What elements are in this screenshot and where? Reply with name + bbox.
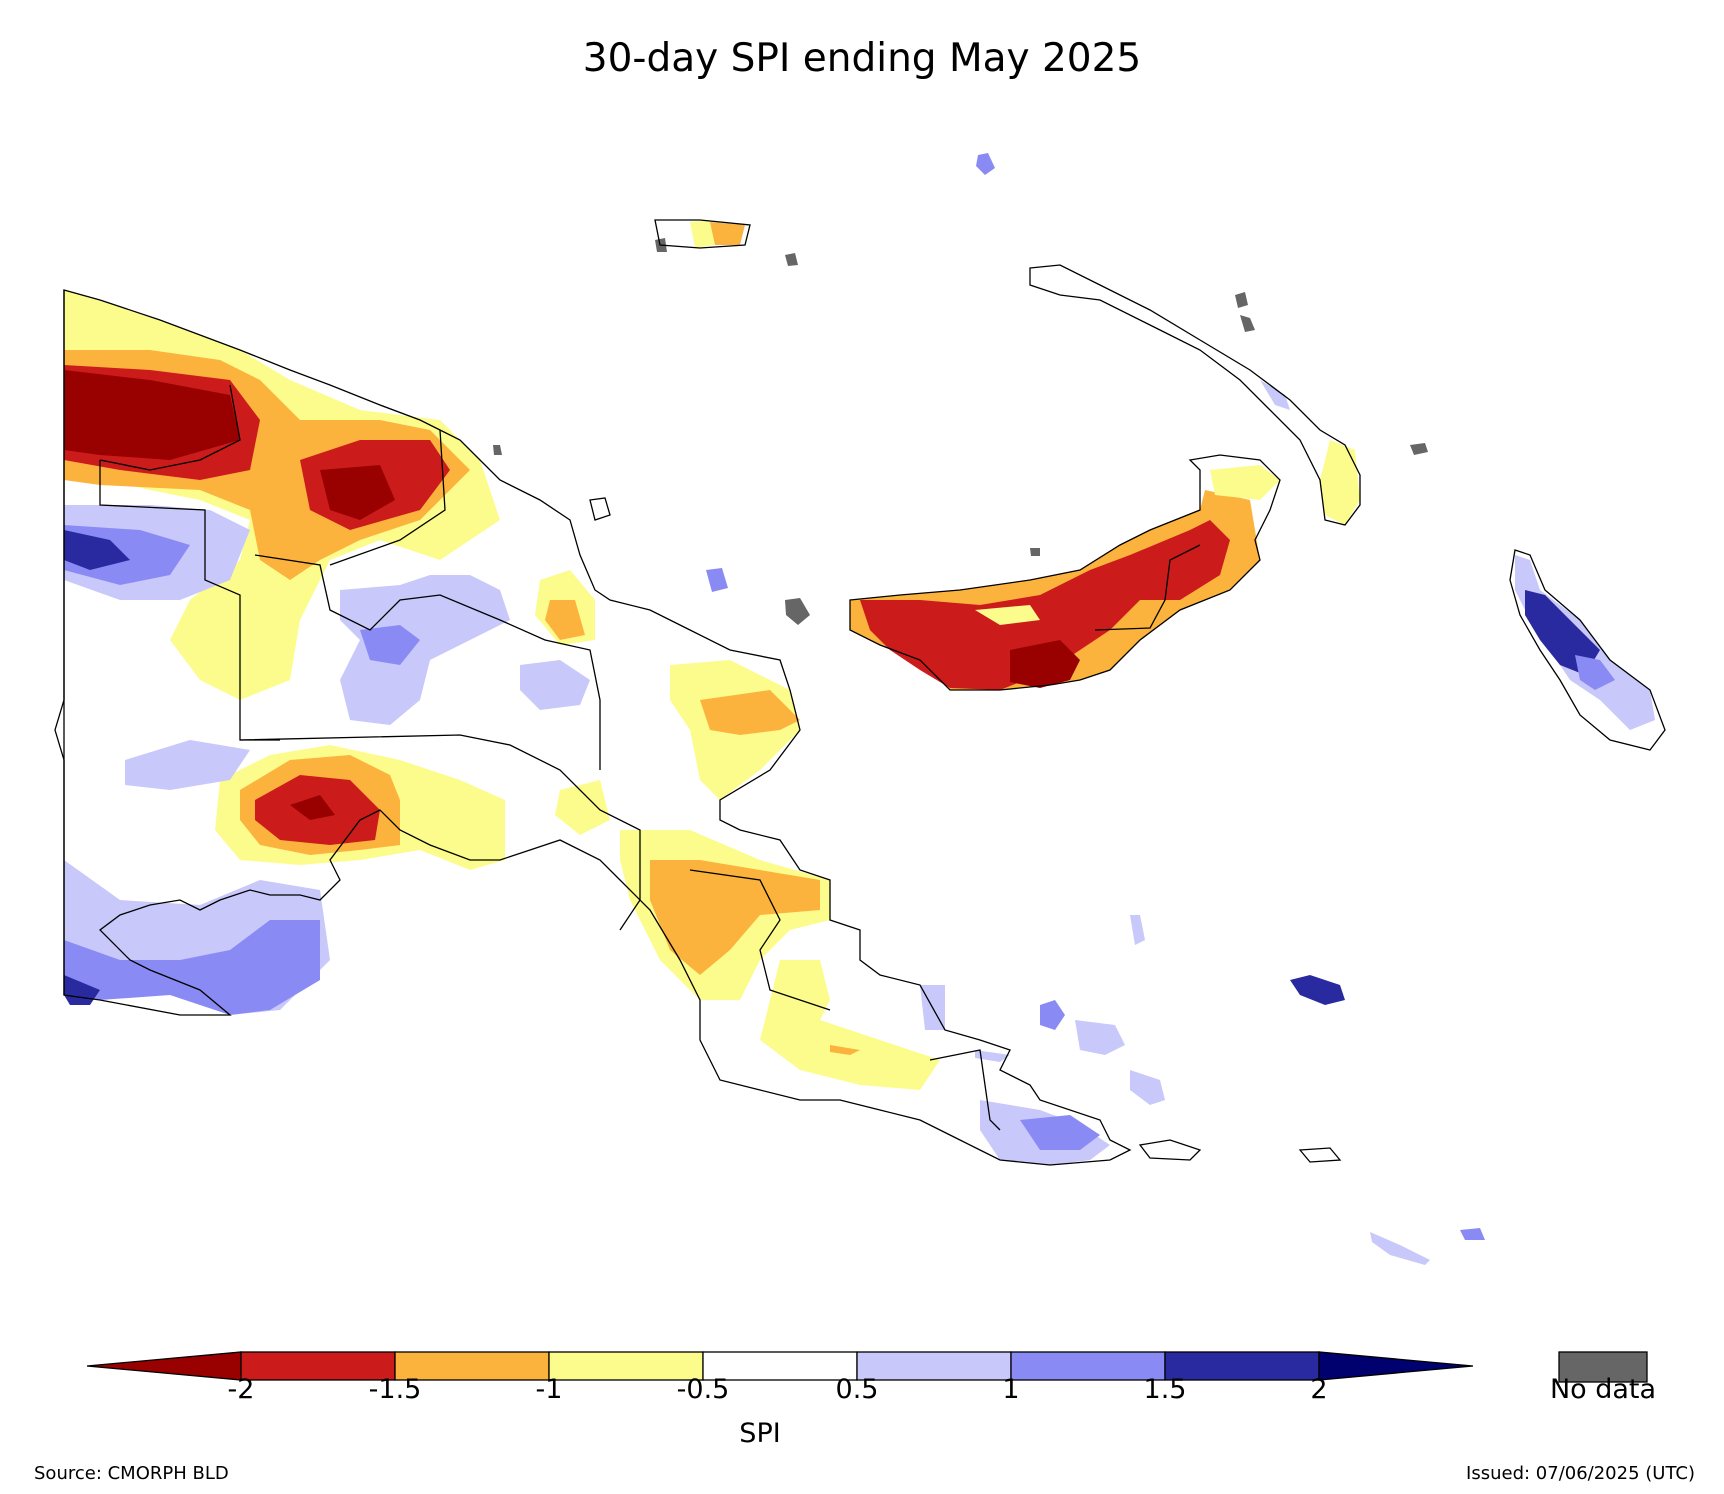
spi-area-yellow-new-britain-2 <box>975 605 1040 625</box>
nodata-islet-1 <box>1235 292 1248 308</box>
nodata-islet-7 <box>785 253 798 266</box>
colorbar-bin-6 <box>1010 1351 1166 1381</box>
colorbar-extend-high <box>1318 1351 1474 1381</box>
nodata-label: No data <box>1549 1374 1657 1405</box>
spi-area-darkred-north-west-2 <box>320 465 395 520</box>
issued-note: Issued: 07/06/2025 (UTC) <box>1466 1463 1695 1484</box>
province-border-2 <box>239 734 641 931</box>
nodata-swatch <box>1558 1351 1648 1383</box>
nodata-islet-5 <box>785 598 810 625</box>
spi-area-lightblue-highlands-2 <box>520 660 590 710</box>
spi-area-orange-south-east <box>830 1045 860 1055</box>
spi-area-blue-highlands <box>360 625 420 665</box>
province-border-6 <box>689 869 831 1011</box>
spi-area-darkblue-islet <box>1290 975 1345 1005</box>
islet-outline-2 <box>1138 1139 1202 1161</box>
colorbar-extend-low <box>86 1351 242 1381</box>
colorbar <box>86 1351 1648 1383</box>
spi-area-lightblue-east-coast-2 <box>975 1050 1010 1062</box>
spi-area-darkred-new-britain <box>1010 640 1080 688</box>
spi-area-lightblue-islands-milne-2 <box>1130 1070 1165 1105</box>
spi-shading-layer <box>64 153 1655 1265</box>
colorbar-axis-label: SPI <box>739 1418 781 1449</box>
spi-area-blue-south-coast <box>64 920 320 1015</box>
coastlines-and-borders <box>54 219 1666 1166</box>
colorbar-tick-label: 1 <box>1002 1374 1020 1405</box>
colorbar-tick-label: 0.5 <box>835 1374 879 1405</box>
province-border-3 <box>254 554 601 770</box>
manus-coastline <box>654 219 751 249</box>
new-ireland-coastline <box>1029 264 1361 526</box>
islet-outline-3 <box>1298 1147 1342 1163</box>
spi-area-yellow-new-ireland <box>1320 440 1360 525</box>
colorbar-tick-label: 1.5 <box>1143 1374 1187 1405</box>
spi-area-lightblue-islet-east <box>1130 915 1145 945</box>
spi-area-blue-islet-1 <box>976 153 995 175</box>
spi-area-red-new-britain <box>860 520 1230 690</box>
spi-area-blue-south-east <box>1020 1115 1100 1150</box>
spi-area-darkblue-west <box>64 530 130 570</box>
spi-area-lightblue-highlands <box>340 575 510 725</box>
spi-area-blue-islands-milne <box>1040 1000 1065 1030</box>
spi-area-yellow-south-central <box>555 780 610 835</box>
province-border-4 <box>99 384 241 471</box>
spi-area-lightblue-new-ireland <box>1260 380 1290 410</box>
colorbar-tick-label: -1.5 <box>368 1374 422 1405</box>
spi-area-yellow-manus <box>690 220 715 248</box>
spi-area-lightblue-south-west <box>125 740 250 790</box>
international-border <box>54 290 65 995</box>
spi-area-orange-central <box>650 860 820 975</box>
spi-area-orange-morobe <box>700 690 800 735</box>
colorbar-bin-5 <box>856 1351 1012 1381</box>
colorbar-tick-label: -1 <box>535 1374 563 1405</box>
spi-area-lightblue-islands-milne <box>1075 1020 1125 1055</box>
map-title: 30-day SPI ending May 2025 <box>582 36 1142 81</box>
spi-area-blue-islet-rossel <box>1460 1228 1485 1240</box>
province-border-5 <box>329 429 446 566</box>
colorbar-tick-label: 2 <box>1310 1374 1328 1405</box>
spi-area-darkblue-south-coast <box>64 975 100 1005</box>
new-britain-province-border <box>1094 544 1201 631</box>
new-britain-coastline <box>849 454 1281 691</box>
bougainville-coastline <box>1509 549 1666 751</box>
spi-area-darkred-north-west <box>64 370 240 460</box>
spi-area-darkblue-bougainville <box>1525 590 1600 675</box>
source-note: Source: CMORPH BLD <box>34 1463 229 1484</box>
nodata-islet-8 <box>1030 548 1040 556</box>
islet-outline-1 <box>589 497 611 521</box>
colorbar-bin-7 <box>1164 1351 1320 1381</box>
nodata-islet-2 <box>1240 315 1255 332</box>
colorbar-tick-label: -2 <box>227 1374 255 1405</box>
province-border-7 <box>929 1049 1001 1131</box>
spi-area-darkred-gulf <box>290 795 335 820</box>
spi-area-orange-madang <box>545 600 585 640</box>
spi-area-yellow-new-britain <box>1210 465 1280 500</box>
nodata-islet-3 <box>1410 443 1428 455</box>
spi-area-lightblue-islet-sudest <box>1370 1232 1430 1265</box>
nodata-islet-4 <box>493 445 502 455</box>
spi-area-blue-bougainville <box>1575 655 1615 690</box>
colorbar-tick-label: -0.5 <box>676 1374 730 1405</box>
spi-area-yellow-south-east <box>760 960 940 1090</box>
colorbar-bin-2 <box>394 1351 550 1381</box>
mainland-coastline <box>63 289 1132 1166</box>
spi-area-blue-islet-2 <box>706 568 728 592</box>
colorbar-bin-1 <box>240 1351 396 1381</box>
spi-area-orange-manus <box>710 222 745 245</box>
